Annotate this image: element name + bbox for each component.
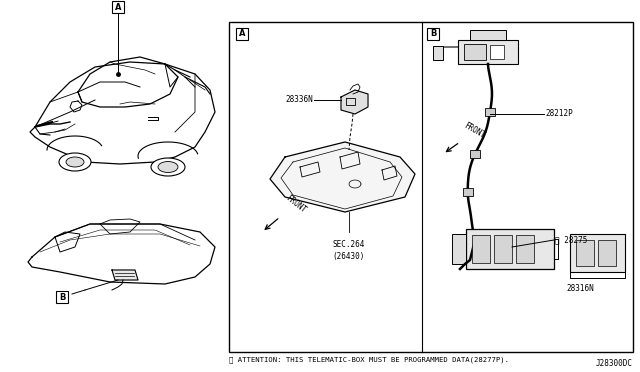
Text: 28316N: 28316N bbox=[566, 284, 594, 293]
Bar bbox=[470, 30, 506, 40]
Polygon shape bbox=[112, 270, 138, 280]
Text: A: A bbox=[239, 29, 245, 38]
Bar bbox=[433, 46, 443, 60]
Text: ※ 28275: ※ 28275 bbox=[555, 235, 588, 244]
Ellipse shape bbox=[66, 157, 84, 167]
Text: (26430): (26430) bbox=[333, 252, 365, 261]
Text: FRONT: FRONT bbox=[284, 194, 308, 215]
Ellipse shape bbox=[151, 158, 185, 176]
Bar bbox=[56, 291, 68, 303]
Bar bbox=[576, 240, 594, 266]
Bar bbox=[464, 44, 486, 60]
Text: 28212P: 28212P bbox=[545, 109, 573, 119]
Text: ※ ATTENTION: THIS TELEMATIC-BOX MUST BE PROGRAMMED DATA(28277P).: ※ ATTENTION: THIS TELEMATIC-BOX MUST BE … bbox=[229, 357, 509, 363]
Polygon shape bbox=[341, 90, 368, 114]
Text: SEC.264: SEC.264 bbox=[333, 240, 365, 249]
Text: J28300DC: J28300DC bbox=[596, 359, 633, 368]
Bar bbox=[463, 188, 473, 196]
Bar bbox=[229, 22, 633, 352]
Bar bbox=[236, 28, 248, 40]
Bar bbox=[112, 1, 124, 13]
Bar bbox=[516, 235, 534, 263]
Bar bbox=[490, 45, 504, 59]
Bar bbox=[470, 150, 480, 158]
Text: A: A bbox=[115, 3, 121, 12]
Text: FRONT: FRONT bbox=[462, 121, 486, 140]
Ellipse shape bbox=[158, 161, 178, 173]
Bar bbox=[570, 234, 625, 272]
Text: 28336N: 28336N bbox=[285, 96, 313, 105]
Text: B: B bbox=[430, 29, 436, 38]
Bar bbox=[452, 234, 466, 264]
Bar bbox=[598, 240, 616, 266]
Bar bbox=[472, 235, 490, 263]
Bar bbox=[458, 40, 518, 64]
Polygon shape bbox=[270, 142, 415, 212]
Bar bbox=[427, 28, 439, 40]
Ellipse shape bbox=[59, 153, 91, 171]
Bar bbox=[494, 235, 512, 263]
Text: B: B bbox=[59, 292, 65, 301]
Bar bbox=[466, 229, 554, 269]
Bar bbox=[485, 108, 495, 116]
